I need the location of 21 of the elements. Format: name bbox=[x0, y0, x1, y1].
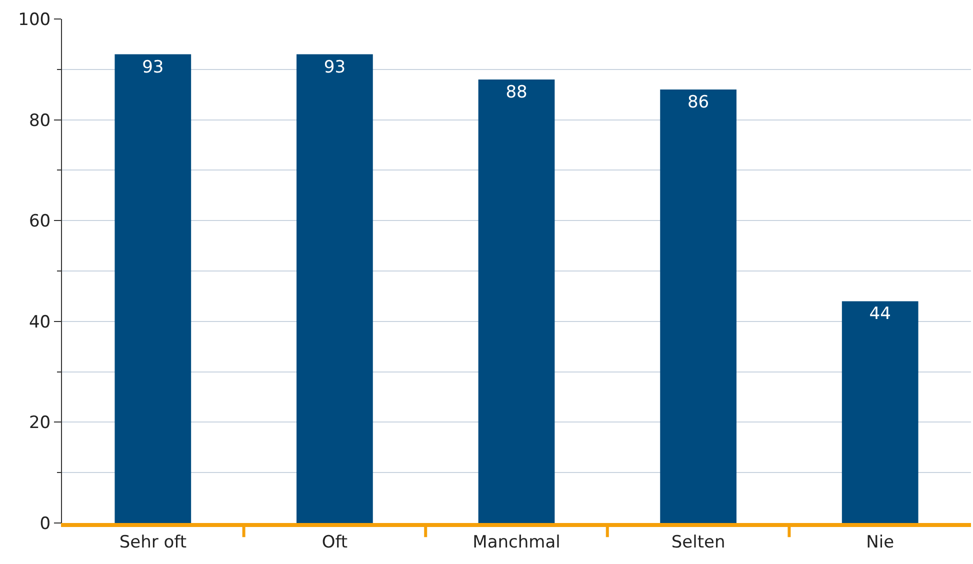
bar bbox=[478, 79, 555, 523]
data-label: 86 bbox=[687, 92, 710, 113]
y-tick-label: 20 bbox=[28, 413, 51, 434]
y-tick-label: 60 bbox=[28, 212, 51, 232]
bar bbox=[660, 90, 736, 523]
bar bbox=[842, 301, 918, 523]
data-label: 93 bbox=[142, 57, 164, 78]
data-label: 93 bbox=[324, 57, 346, 78]
y-tick-label: 40 bbox=[28, 312, 51, 332]
x-tick-label: Nie bbox=[866, 532, 894, 552]
x-tick-label: Selten bbox=[671, 532, 726, 552]
x-tick-label: Oft bbox=[322, 532, 348, 552]
data-label: 88 bbox=[506, 82, 528, 102]
bar bbox=[296, 54, 373, 523]
y-tick-label: 80 bbox=[28, 110, 51, 131]
x-tick-label: Manchmal bbox=[472, 532, 560, 552]
x-tick-label: Sehr oft bbox=[119, 532, 187, 552]
bar bbox=[114, 54, 192, 523]
y-tick-label: 0 bbox=[40, 514, 51, 534]
y-tick-label: 100 bbox=[18, 10, 51, 30]
data-label: 44 bbox=[869, 304, 891, 324]
